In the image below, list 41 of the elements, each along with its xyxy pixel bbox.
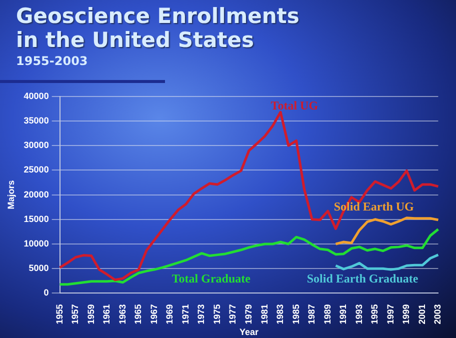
x-tick-label: 1971 <box>180 304 190 324</box>
chart-subtitle: 1955-2003 <box>16 54 88 68</box>
x-tick-label: 1989 <box>322 304 332 324</box>
x-tick-label: 1991 <box>338 304 348 324</box>
x-tick-label: 1981 <box>259 304 270 324</box>
x-tick-label: 1985 <box>290 304 301 324</box>
x-tick-label: 1963 <box>117 304 128 324</box>
series-label: Solid Earth Graduate <box>306 272 419 286</box>
x-tick-label: 2001 <box>416 304 427 324</box>
x-tick-label: 1997 <box>385 304 396 324</box>
y-tick-label: 40000 <box>24 90 49 101</box>
x-tick-label: 1995 <box>370 304 380 324</box>
x-tick-label: 1979 <box>244 304 254 324</box>
x-tick-label: 1969 <box>164 304 175 324</box>
x-tick-label: 1955 <box>54 304 64 324</box>
x-tick-label: 1999 <box>401 304 412 324</box>
x-tick-label: 2003 <box>432 304 443 324</box>
y-tick-label: 35000 <box>24 115 49 126</box>
y-tick-label: 30000 <box>24 140 49 150</box>
series-label: Total UG <box>270 98 318 112</box>
x-tick-label: 1967 <box>148 304 159 324</box>
x-tick-label: 1973 <box>196 304 206 324</box>
x-axis-title: Year <box>240 327 260 338</box>
x-tick-label: 1975 <box>212 304 222 324</box>
x-tick-label: 1957 <box>70 304 80 324</box>
y-tick-label: 0 <box>44 288 49 298</box>
y-tick-label: 25000 <box>24 164 49 175</box>
x-tick-label: 1961 <box>102 304 112 324</box>
series-label: Total Graduate <box>172 272 252 286</box>
y-tick-label: 15000 <box>24 214 49 224</box>
x-tick-label: 1959 <box>86 304 96 324</box>
y-tick-label: 5000 <box>28 263 49 274</box>
x-tick-label: 1977 <box>228 304 238 324</box>
y-tick-label: 10000 <box>24 238 49 248</box>
x-tick-label: 1965 <box>133 304 144 324</box>
y-tick-label: 20000 <box>24 189 49 200</box>
y-axis-title: Majors <box>6 180 16 210</box>
chart-title: Geoscience Enrollments in the United States <box>16 4 300 52</box>
x-tick-label: 1987 <box>306 304 317 324</box>
x-tick-label: 1983 <box>275 304 286 324</box>
x-tick-label: 1993 <box>354 304 364 324</box>
